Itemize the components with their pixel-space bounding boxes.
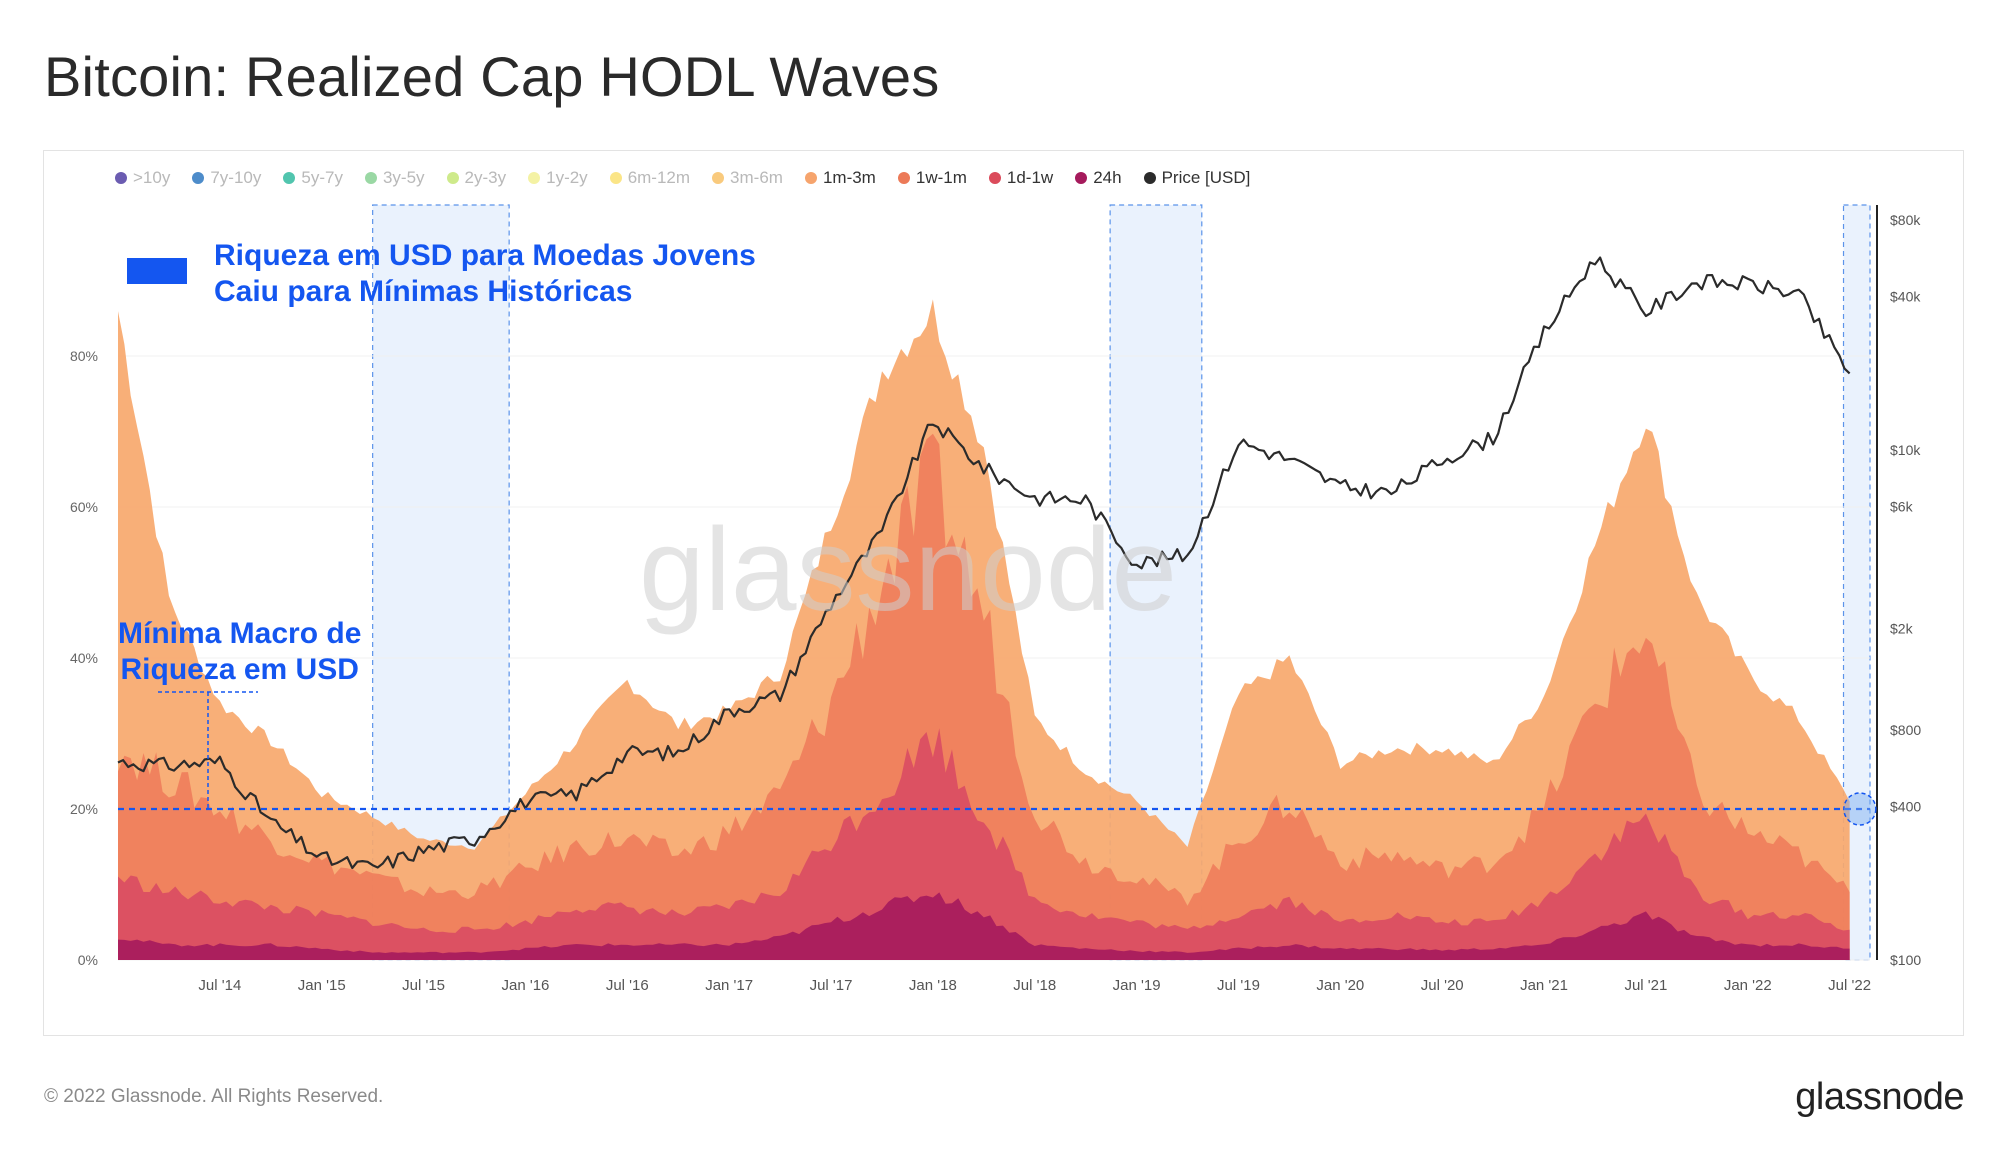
chart-frame xyxy=(43,150,1964,1036)
legend-label: 7y-10y xyxy=(210,168,262,187)
legend-dot xyxy=(115,172,127,184)
legend-item-4[interactable]: 2y-3y xyxy=(446,168,507,188)
annotation-left-line2: Riqueza em USD xyxy=(120,653,359,686)
x-tick-1: Jan '15 xyxy=(298,977,346,994)
x-tick-6: Jul '17 xyxy=(810,977,853,994)
y-right-tick-1: $400 xyxy=(1890,799,1921,815)
y-left-tick-1: 20% xyxy=(70,801,98,817)
area-1w-1m xyxy=(118,433,1850,960)
legend-item-2[interactable]: 5y-7y xyxy=(283,168,343,188)
legend-dot xyxy=(988,172,1001,184)
x-tick-13: Jan '21 xyxy=(1520,977,1568,994)
legend-label: 3y-5y xyxy=(382,168,425,187)
legend-item-1[interactable]: 7y-10y xyxy=(192,168,261,188)
y-right-tick-2: $800 xyxy=(1890,722,1921,738)
legend-dot xyxy=(804,172,817,184)
annotation-top: Riqueza em USD para Moedas Jovens Caiu p… xyxy=(214,238,756,310)
y-right-tick-4: $6k xyxy=(1890,499,1914,515)
legend-label: 5y-7y xyxy=(301,168,343,187)
legend-dot xyxy=(1075,172,1088,184)
legend-label: 3m-6m xyxy=(730,168,783,187)
legend-dot xyxy=(446,172,459,184)
legend-item-10[interactable]: 1d-1w xyxy=(988,168,1054,188)
y-right-tick-7: $80k xyxy=(1890,212,1921,228)
x-tick-2: Jul '15 xyxy=(402,977,445,994)
area-24h xyxy=(118,892,1850,960)
legend-label: Price [USD] xyxy=(1161,168,1251,187)
x-tick-9: Jan '19 xyxy=(1113,977,1161,994)
legend-item-0[interactable]: >10y xyxy=(115,168,170,188)
legend-label: 1y-2y xyxy=(546,168,588,187)
legend-item-9[interactable]: 1w-1m xyxy=(897,168,967,188)
legend-dot xyxy=(283,172,296,184)
legend-dot xyxy=(712,172,725,184)
legend-dot xyxy=(897,172,910,184)
x-tick-12: Jul '20 xyxy=(1421,977,1464,994)
legend-label: 24h xyxy=(1093,168,1122,187)
legend-label: 6m-12m xyxy=(627,168,691,187)
legend-label: 1w-1m xyxy=(915,168,967,187)
x-tick-14: Jul '21 xyxy=(1624,977,1667,994)
x-tick-5: Jan '17 xyxy=(705,977,753,994)
legend-label: 2y-3y xyxy=(464,168,507,187)
legend-dot xyxy=(1143,172,1156,184)
y-right-tick-5: $10k xyxy=(1890,442,1921,458)
y-left-tick-2: 40% xyxy=(70,650,98,666)
legend-label: >10y xyxy=(133,168,171,187)
y-left-tick-3: 60% xyxy=(70,499,98,515)
x-tick-4: Jul '16 xyxy=(606,977,649,994)
watermark: glassnode xyxy=(639,504,1177,636)
legend-item-6[interactable]: 6m-12m xyxy=(609,168,691,188)
y-left-tick-0: 0% xyxy=(78,952,98,968)
area-1d-1w xyxy=(118,728,1850,960)
x-tick-16: Jul '22 xyxy=(1828,977,1871,994)
current-marker xyxy=(1843,792,1877,826)
x-tick-15: Jan '22 xyxy=(1724,977,1772,994)
price-line xyxy=(117,256,1851,870)
legend-dot xyxy=(528,172,541,184)
chart-legend: >10y 7y-10y 5y-7y 3y-5y 2y-3y 1y-2y 6m-12m 3m-6… xyxy=(115,168,1272,188)
y-right-tick-0: $100 xyxy=(1890,952,1921,968)
x-tick-10: Jul '19 xyxy=(1217,977,1260,994)
x-tick-8: Jul '18 xyxy=(1013,977,1056,994)
footer-copyright: © 2022 Glassnode. All Rights Reserved. xyxy=(44,1086,384,1107)
annotation-left-line1: Mínima Macro de xyxy=(118,617,362,650)
annotation-legend-swatch xyxy=(127,258,187,284)
x-tick-7: Jan '18 xyxy=(909,977,957,994)
legend-dot xyxy=(192,172,205,184)
legend-item-7[interactable]: 3m-6m xyxy=(712,168,783,188)
legend-item-11[interactable]: 24h xyxy=(1075,168,1122,188)
annotation-top-line1: Riqueza em USD para Moedas Jovens xyxy=(214,239,756,272)
legend-dot xyxy=(609,172,622,184)
y-right-tick-6: $40k xyxy=(1890,289,1921,305)
legend-label: 1m-3m xyxy=(822,168,876,187)
legend-item-3[interactable]: 3y-5y xyxy=(364,168,425,188)
legend-item-12[interactable]: Price [USD] xyxy=(1143,168,1251,188)
legend-dot xyxy=(364,172,377,184)
legend-item-5[interactable]: 1y-2y xyxy=(528,168,588,188)
annotation-left: Mínima Macro de Riqueza em USD xyxy=(118,616,361,688)
chart-title: Bitcoin: Realized Cap HODL Waves xyxy=(44,45,940,108)
y-left-tick-4: 80% xyxy=(70,348,98,364)
y-right-tick-3: $2k xyxy=(1890,620,1914,636)
footer-brand-logo: glassnode xyxy=(1795,1076,1964,1118)
x-tick-3: Jan '16 xyxy=(501,977,549,994)
annotation-top-line2: Caiu para Mínimas Históricas xyxy=(214,275,633,308)
legend-item-8[interactable]: 1m-3m xyxy=(804,168,876,188)
legend-label: 1d-1w xyxy=(1006,168,1054,187)
x-tick-11: Jan '20 xyxy=(1316,977,1364,994)
x-tick-0: Jul '14 xyxy=(198,977,241,994)
